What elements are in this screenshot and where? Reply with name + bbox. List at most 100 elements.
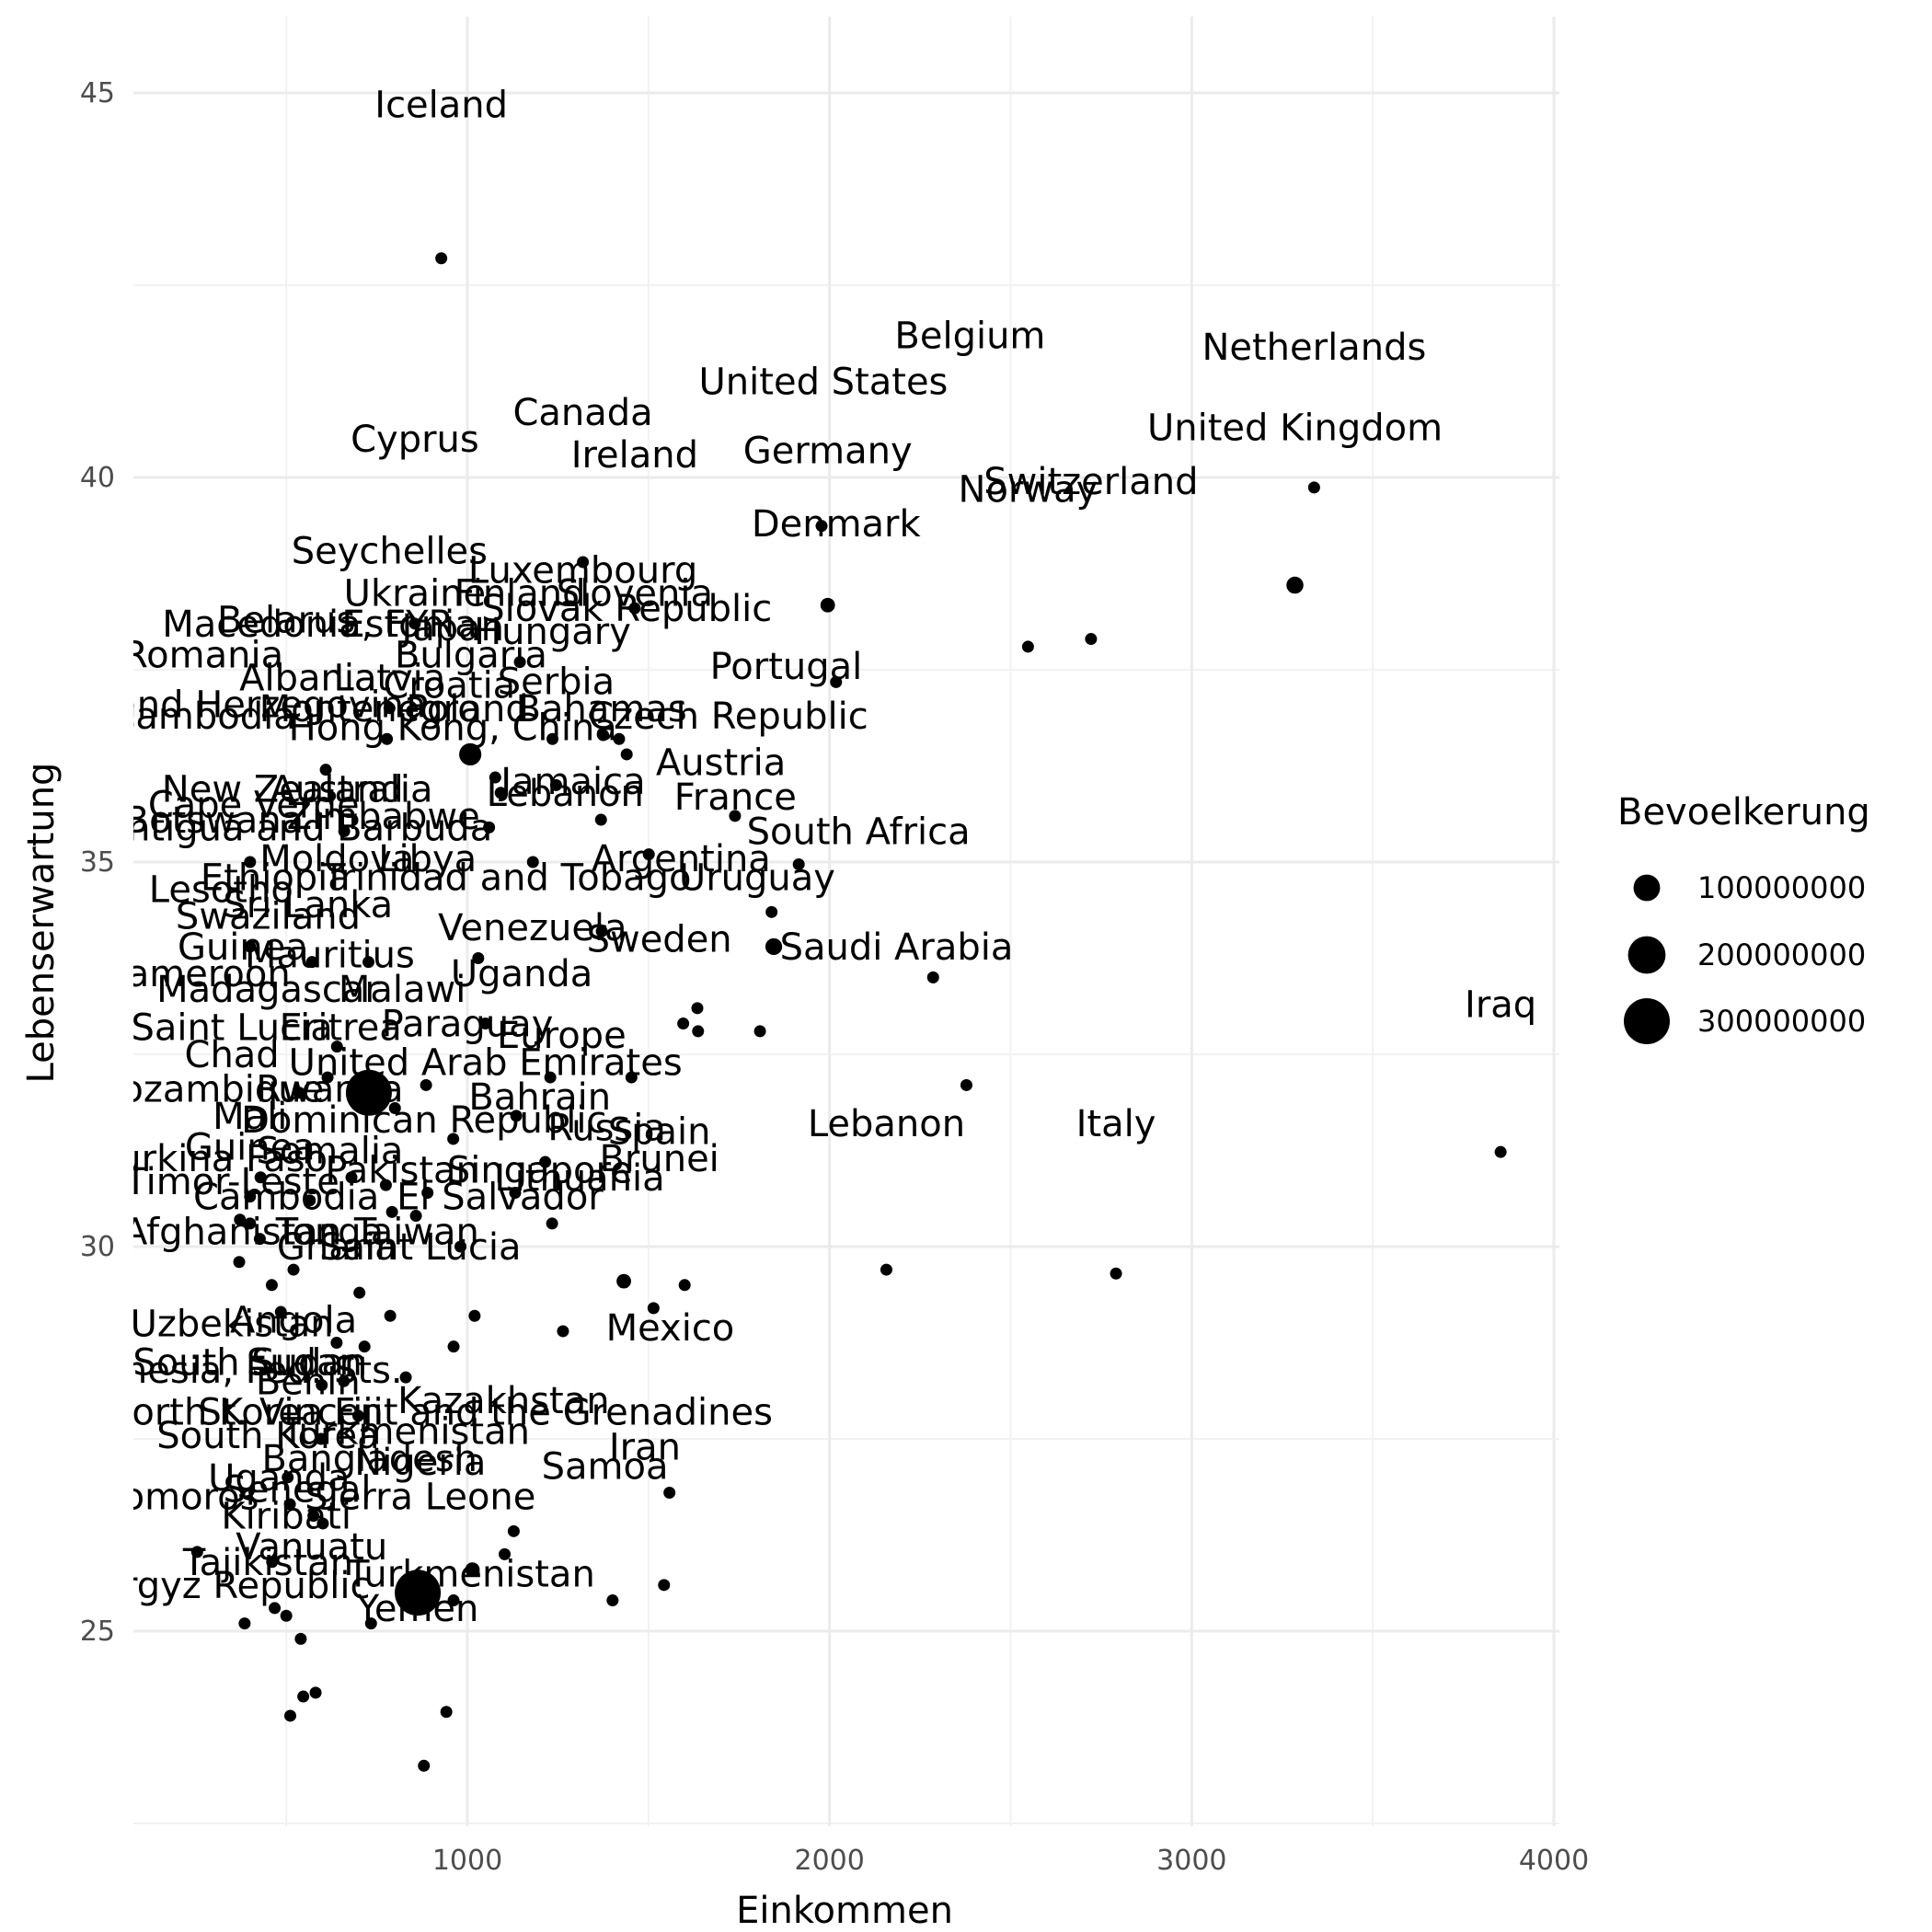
- data-point: [293, 1087, 305, 1099]
- point-label: Nigeria: [354, 1442, 486, 1484]
- legend-key: [1624, 998, 1670, 1044]
- point-label: Slovak Republic: [481, 588, 772, 630]
- point-label: Burkina Faso: [93, 1138, 328, 1180]
- x-tick-label: 1000: [432, 1845, 502, 1877]
- point-label: Sweden: [587, 919, 732, 961]
- point-label: Hungary: [474, 611, 631, 653]
- data-point: [265, 1279, 278, 1292]
- data-point: [753, 1025, 766, 1038]
- point-label: Iran: [609, 1426, 681, 1468]
- point-label: Chad: [185, 1034, 280, 1076]
- point-label: Japan: [398, 607, 504, 650]
- data-point: [283, 1709, 296, 1722]
- point-label: Saint Lucia: [131, 1007, 332, 1050]
- data-point: [595, 925, 608, 937]
- point-label: North Korea: [104, 1392, 323, 1434]
- data-point: [338, 825, 351, 838]
- data-point: [677, 1018, 690, 1030]
- data-point: [765, 937, 783, 956]
- data-point: [244, 1217, 257, 1230]
- point-labels: Iceland Belgium Netherlands United States Ca…: [0, 85, 1536, 1630]
- point-label: Sri Lanka: [223, 884, 393, 926]
- point-label: Guinea: [178, 926, 308, 969]
- data-point: [546, 1217, 558, 1230]
- data-point: [454, 1240, 467, 1253]
- data-point: [1021, 640, 1034, 653]
- point-label: Spain: [608, 1111, 711, 1154]
- data-point: [266, 1556, 279, 1569]
- data-point: [353, 1286, 366, 1299]
- data-point: [507, 1524, 520, 1537]
- data-point: [479, 1018, 492, 1030]
- data-point: [472, 952, 485, 964]
- point-label: Croatia: [383, 665, 515, 707]
- point-label: Timor-Leste: [123, 1161, 339, 1203]
- point-label: Iceland: [374, 85, 508, 127]
- x-axis-ticks: 1000 2000 3000 4000: [432, 1845, 1589, 1877]
- data-point: [577, 556, 590, 569]
- data-point: [330, 1337, 343, 1349]
- point-label: Bosnia and Herzegovina: [0, 684, 426, 727]
- point-label: Czech Republic: [588, 696, 868, 738]
- data-point: [280, 1609, 293, 1622]
- data-points: [190, 252, 1507, 1772]
- point-label: Serbia: [498, 661, 615, 704]
- point-label: Kiribati: [221, 1496, 351, 1538]
- data-point: [647, 1302, 660, 1315]
- x-tick-label: 4000: [1519, 1845, 1589, 1877]
- point-label: Estonia: [341, 604, 477, 646]
- data-point: [274, 1305, 287, 1318]
- point-label: Lithuania: [494, 1157, 664, 1200]
- data-point: [546, 732, 559, 745]
- point-label: Cameroon: [101, 953, 291, 995]
- point-label: Ireland: [571, 434, 698, 477]
- data-point: [483, 821, 496, 834]
- size-legend: Bevoelkerung 100000000 200000000 300000000: [1617, 791, 1870, 1044]
- point-label: Ethiopia: [201, 857, 351, 900]
- data-point: [364, 1617, 377, 1630]
- point-label: Afghanistan: [122, 1211, 341, 1253]
- y-axis-ticks: 25 30 35 40 45: [80, 77, 115, 1648]
- data-point: [316, 1517, 329, 1530]
- point-label: Tajikistan: [182, 1542, 353, 1584]
- data-point: [557, 1325, 569, 1338]
- data-point: [234, 1213, 247, 1226]
- point-label: Uruguay: [679, 857, 835, 900]
- point-label: Netherlands: [1202, 327, 1426, 369]
- point-label: Benin: [256, 1361, 361, 1403]
- data-point: [513, 656, 526, 669]
- data-point: [321, 1071, 334, 1084]
- data-point: [253, 1233, 266, 1246]
- data-point: [792, 858, 805, 871]
- data-point: [539, 1156, 552, 1168]
- point-label: Europe: [497, 1015, 627, 1057]
- data-point: [691, 1002, 704, 1015]
- legend-label: 200000000: [1697, 937, 1866, 972]
- grid-lines: [133, 17, 1559, 1826]
- point-label: Denmark: [752, 503, 922, 546]
- point-label: Cambodia: [193, 1177, 379, 1219]
- point-label: New Zealand: [162, 769, 404, 811]
- point-label: Moldova: [259, 838, 414, 880]
- point-label: Cape Verde: [148, 784, 360, 826]
- point-label: Kazakhstan: [397, 1380, 609, 1422]
- point-label: Madagascar: [156, 969, 380, 1011]
- data-point: [385, 1205, 398, 1218]
- point-label: Latvia: [333, 657, 445, 699]
- legend-label: 100000000: [1697, 870, 1866, 905]
- point-label: Tonga: [275, 1211, 384, 1253]
- data-point: [384, 1309, 397, 1322]
- data-point: [395, 1570, 442, 1616]
- data-point: [435, 252, 448, 265]
- data-point: [238, 1617, 251, 1630]
- data-point: [628, 602, 641, 615]
- x-tick-label: 2000: [794, 1845, 864, 1877]
- data-point: [345, 1171, 358, 1184]
- data-point: [244, 940, 257, 953]
- data-point: [459, 742, 482, 766]
- data-point: [606, 1594, 619, 1607]
- point-label: Somalia: [256, 1131, 403, 1173]
- point-label: Belarus: [217, 600, 355, 642]
- data-point: [815, 520, 828, 533]
